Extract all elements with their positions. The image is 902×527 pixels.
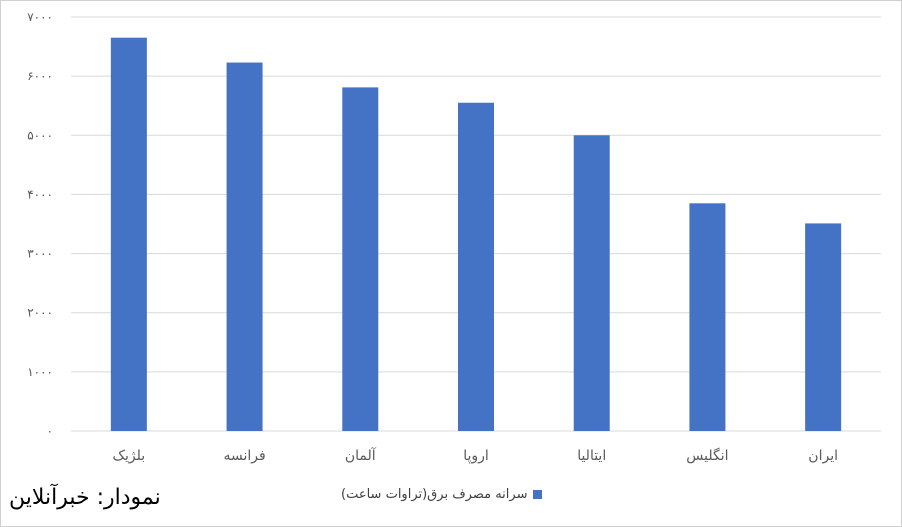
legend: سرانه مصرف برق(تراوات ساعت) xyxy=(341,487,543,502)
x-tick-label: ایران xyxy=(808,448,838,464)
y-tick-label: ۲۰۰۰ xyxy=(27,306,53,320)
bar xyxy=(689,203,726,431)
y-tick-label: ۶۰۰۰ xyxy=(27,69,53,83)
legend-label: سرانه مصرف برق(تراوات ساعت) xyxy=(341,487,528,502)
bar xyxy=(805,223,842,431)
bar-chart: ۰ ۱۰۰۰ ۲۰۰۰ ۳۰۰۰ ۴۰۰۰ ۵۰۰۰ ۶۰۰۰ ۷۰۰۰ بلژیک فرانس… xyxy=(27,10,881,464)
y-tick-label: ۴۰۰۰ xyxy=(27,187,53,201)
legend-swatch xyxy=(533,490,543,499)
x-tick-label: انگلیس xyxy=(686,447,728,464)
y-tick-label: ۷۰۰۰ xyxy=(27,10,53,24)
y-tick-label: ۵۰۰۰ xyxy=(27,128,53,142)
credit-text: نمودار: خبرآنلاین xyxy=(9,485,161,510)
x-tick-label: فرانسه xyxy=(223,448,265,464)
bar xyxy=(110,37,147,431)
x-axis-tick-labels: بلژیک فرانسه آلمان اروپا ایتالیا انگلیس ایران xyxy=(113,447,838,464)
bars xyxy=(110,37,842,432)
y-axis-tick-labels: ۰ ۱۰۰۰ ۲۰۰۰ ۳۰۰۰ ۴۰۰۰ ۵۰۰۰ ۶۰۰۰ ۷۰۰۰ xyxy=(27,10,53,438)
y-tick-label: ۳۰۰۰ xyxy=(27,247,53,261)
bar xyxy=(573,135,610,432)
bar xyxy=(342,87,379,431)
x-tick-label: اروپا xyxy=(463,448,489,464)
y-tick-label: ۱۰۰۰ xyxy=(27,365,53,379)
x-tick-label: ایتالیا xyxy=(577,448,606,464)
x-tick-label: آلمان xyxy=(345,447,377,464)
x-tick-label: بلژیک xyxy=(113,448,146,464)
bar xyxy=(458,102,494,431)
bar xyxy=(226,62,263,431)
y-tick-label: ۰ xyxy=(47,424,53,438)
